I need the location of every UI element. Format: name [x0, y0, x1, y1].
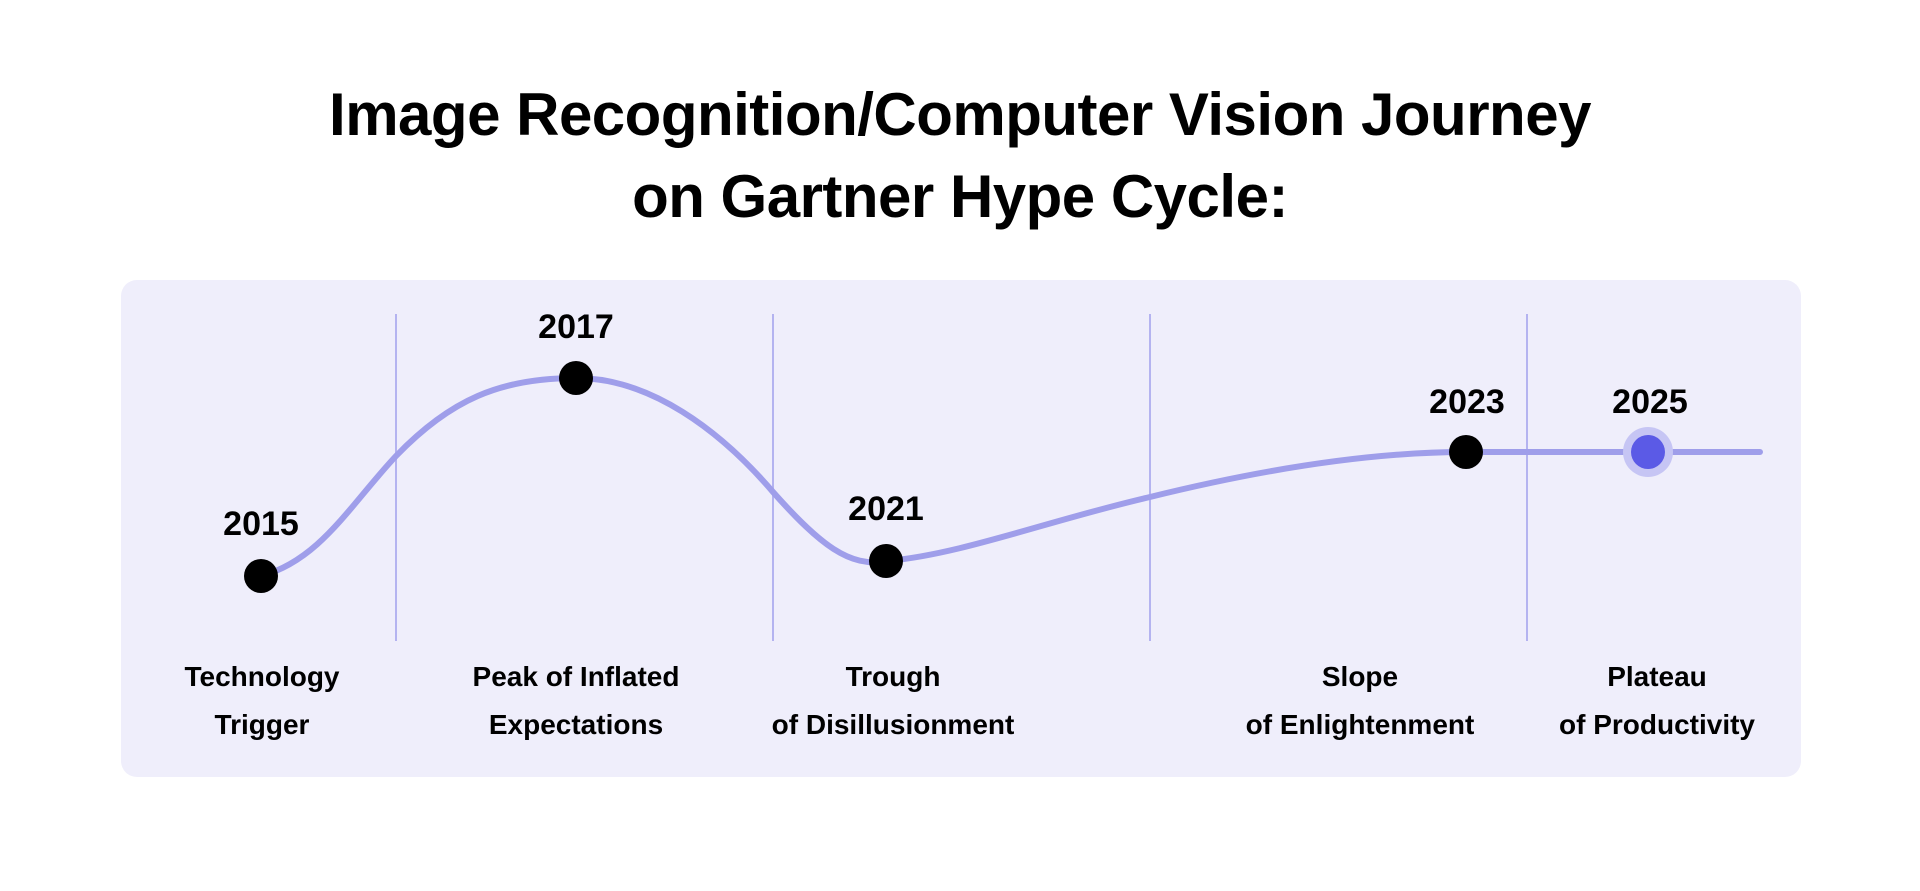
stage-label-line: Expectations — [488, 709, 664, 740]
milestone-dot — [1449, 435, 1483, 469]
stage-label-line: Plateau — [1607, 661, 1707, 692]
diagram-title-line-1: Image Recognition/Computer Vision Journe… — [329, 81, 1591, 148]
milestone-dot — [869, 544, 903, 578]
stage-plateau-of-productivity: Plateau of Productivity — [1497, 653, 1817, 749]
milestone-dot — [244, 559, 278, 593]
milestone-2015: 2015 — [223, 505, 299, 593]
stage-technology-trigger: Technology Trigger — [102, 653, 422, 749]
stage-label-line: Trough — [845, 661, 941, 692]
milestone-2021: 2021 — [848, 490, 924, 578]
stage-label-line: Trigger — [214, 709, 310, 740]
stage-label-line: of Productivity — [1558, 709, 1755, 740]
milestone-2025-current: 2025 — [1612, 383, 1688, 477]
milestone-2023: 2023 — [1429, 383, 1505, 469]
hype-cycle-panel — [121, 280, 1801, 777]
stage-trough-of-disillusionment: Trough of Disillusionment — [733, 653, 1053, 749]
stage-label-line: Peak of Inflated — [472, 661, 680, 692]
milestone-year-label: 2025 — [1612, 383, 1688, 421]
milestone-year-label: 2015 — [223, 505, 299, 543]
milestone-year-label: 2021 — [848, 490, 924, 528]
current-milestone-dot — [1631, 435, 1665, 469]
hype-curve — [258, 374, 1763, 579]
stage-label-line: Technology — [184, 661, 340, 692]
stage-label-line: of Enlightenment — [1245, 709, 1475, 740]
stage-dividers — [395, 314, 1528, 641]
stage-slope-of-enlightenment: Slope of Enlightenment — [1200, 653, 1520, 749]
stage-peak-of-inflated-expectations: Peak of Inflated Expectations — [416, 653, 736, 749]
milestone-year-label: 2023 — [1429, 383, 1505, 421]
stage-label-line: of Disillusionment — [771, 709, 1015, 740]
milestone-dot — [559, 361, 593, 395]
stage-label-line: Slope — [1321, 661, 1399, 692]
diagram-title-line-2: on Gartner Hype Cycle: — [632, 163, 1288, 230]
milestone-2017: 2017 — [538, 308, 614, 395]
milestone-year-label: 2017 — [538, 308, 614, 346]
